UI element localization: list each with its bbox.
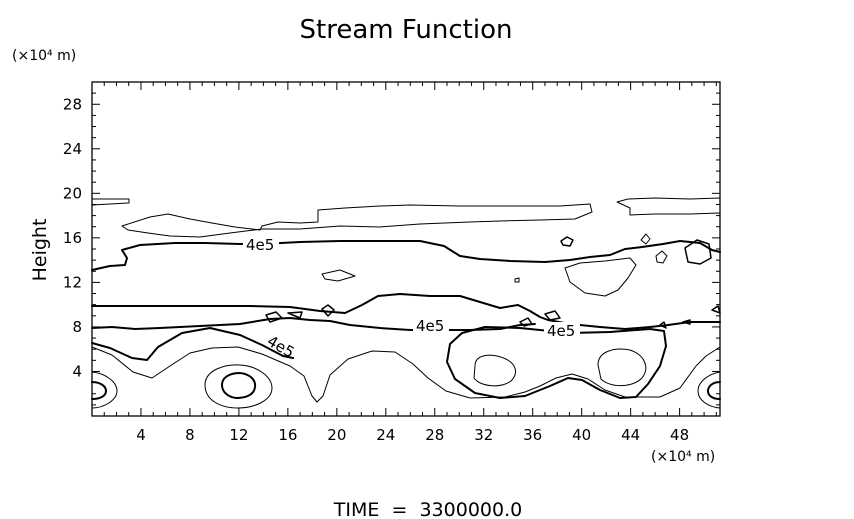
contour-mid-loop-inner	[221, 372, 257, 399]
y-tick-labels: 4 8 12 16 20 24 28	[63, 95, 82, 380]
contour-oval-a	[473, 354, 516, 387]
contour-upper-thin	[91, 198, 593, 238]
x-tick-label: 16	[278, 426, 297, 444]
x-tick-label: 32	[474, 426, 493, 444]
contour-4e5-upper	[91, 240, 721, 271]
x-tick-label: 48	[670, 426, 689, 444]
contour-small-loops	[265, 304, 721, 329]
contour-4e5-middle-lower	[91, 317, 536, 331]
x-tick-label: 20	[327, 426, 346, 444]
y-tick-label: 8	[72, 318, 82, 336]
contour-4e5-middle	[91, 293, 721, 330]
contour-lines	[91, 197, 721, 409]
contour-loop-a	[560, 236, 574, 247]
contour-label-2: 4e5	[416, 317, 444, 335]
chart-title: Stream Function	[300, 15, 513, 45]
contour-left-loop-inner	[91, 381, 107, 400]
axis-ticks	[92, 82, 720, 416]
y-tick-label: 28	[63, 95, 82, 113]
y-tick-label: 4	[72, 362, 82, 380]
x-tick-label: 28	[425, 426, 444, 444]
time-label: TIME = 3300000.0	[333, 499, 522, 519]
contour-middle-thin	[321, 269, 356, 282]
x-tick-label: 44	[621, 426, 640, 444]
y-axis-label: Height	[29, 219, 51, 282]
y-tick-label: 12	[63, 273, 82, 291]
y-units-label: (×10⁴ m)	[12, 48, 76, 64]
x-tick-label: 40	[572, 426, 591, 444]
x-tick-label: 36	[523, 426, 542, 444]
contour-middle-dot	[514, 277, 520, 283]
y-tick-label: 24	[63, 140, 82, 158]
x-units-label: (×10⁴ m)	[651, 449, 715, 465]
x-tick-label: 4	[136, 426, 146, 444]
contour-label-1: 4e5	[246, 236, 274, 254]
y-tick-label: 16	[63, 229, 82, 247]
contour-mid-loop-outer	[204, 364, 273, 409]
x-tick-label: 24	[376, 426, 395, 444]
contour-loop-c	[684, 239, 712, 265]
x-tick-label: 8	[185, 426, 195, 444]
contour-upper-right-thin	[616, 197, 721, 216]
contour-lower-thin	[91, 346, 721, 403]
x-tick-labels: 4 8 12 16 20 24 28 32 36 40 44 48	[136, 426, 689, 444]
contour-right-loop-inner	[707, 381, 721, 400]
contour-label-3: 4e5	[547, 322, 575, 340]
contour-loop-b	[640, 233, 651, 245]
contour-labels: 4e5 4e5 4e5 4e5	[243, 236, 580, 362]
contour-middle-right-thin	[564, 257, 637, 297]
contour-oval-b	[597, 348, 647, 387]
y-tick-label: 20	[63, 184, 82, 202]
x-tick-label: 12	[229, 426, 248, 444]
contour-left-loop-outer	[91, 371, 118, 409]
contour-4e5-lower	[91, 327, 294, 361]
contour-loop-d	[655, 250, 668, 264]
contour-right-loop-outer	[697, 371, 721, 409]
